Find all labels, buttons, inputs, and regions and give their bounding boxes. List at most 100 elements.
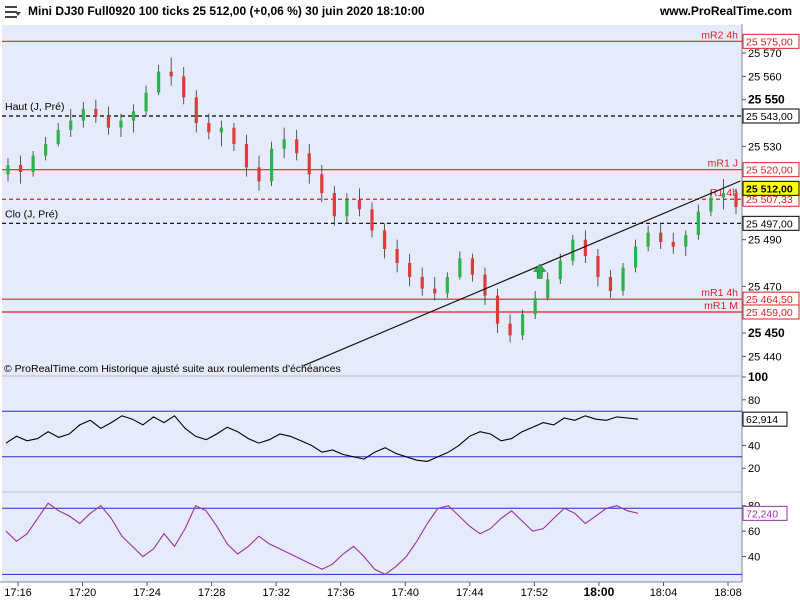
candle-body — [345, 200, 349, 217]
candle-body — [646, 232, 650, 247]
level-value-text: 25 497,00 — [746, 218, 793, 230]
candle-body — [458, 258, 462, 277]
level-value-text: 25 464,50 — [746, 294, 793, 306]
candle-body — [18, 165, 23, 172]
level-value-text: 25 543,00 — [746, 111, 793, 123]
time-tick-label: 18:00 — [584, 585, 615, 599]
oscillator-1-tick-label: 100 — [748, 370, 768, 384]
level-value-text: 25 507,33 — [746, 194, 793, 206]
level-value-tag — [742, 108, 800, 124]
level-label: Clo (J, Pré) — [5, 208, 58, 220]
oscillator-1-line — [5, 415, 639, 462]
oscillator-2-tick-label: 40 — [748, 552, 760, 564]
candle-body — [633, 246, 638, 268]
oscillator-2-line — [5, 502, 639, 576]
candle-body — [182, 76, 186, 98]
candle-body — [508, 323, 512, 336]
time-tick-label: 18:08 — [714, 587, 742, 599]
level-value-tag — [742, 162, 800, 178]
time-tick-label: 17:40 — [392, 587, 420, 599]
candle-body — [596, 256, 600, 277]
candle-body — [483, 274, 487, 296]
candle-body — [6, 165, 10, 175]
candle-body — [533, 298, 537, 315]
level-label: mR1 4h — [701, 287, 738, 299]
time-tick-label: 17:20 — [69, 587, 97, 599]
candle-body — [332, 193, 336, 217]
level-label: mR1 J — [708, 158, 738, 170]
last-price-text: 25 512,00 — [746, 183, 793, 195]
candle-body — [583, 239, 587, 256]
candle-body — [521, 314, 525, 336]
time-tick-label: 18:04 — [650, 587, 678, 599]
candle-body — [269, 148, 274, 182]
candle-body — [420, 277, 424, 289]
time-axis-area — [0, 582, 800, 600]
candle-body — [282, 139, 286, 149]
candle-body — [382, 230, 387, 249]
chart-header-bar: Mini DJ30 Full0920 100 ticks 25 512,00 (… — [0, 0, 800, 24]
time-tick-label: 17:16 — [4, 587, 32, 599]
level-label: mR2 4h — [701, 29, 738, 41]
candle-body — [671, 242, 675, 247]
candle-body — [709, 197, 713, 212]
oscillator-2-tick-label: 60 — [748, 526, 760, 538]
candle-body — [106, 116, 111, 128]
candle-body — [232, 127, 236, 144]
site-link[interactable]: www.ProRealTime.com — [659, 4, 792, 18]
candle-body — [470, 258, 475, 275]
candle-body — [307, 153, 311, 175]
level-label: mR1 M — [704, 300, 738, 312]
chart-title: Mini DJ30 Full0920 100 ticks 25 512,00 (… — [28, 4, 425, 18]
candle-body — [56, 130, 60, 144]
candle-body — [207, 123, 211, 133]
candle-body — [169, 71, 173, 77]
candle-body — [395, 249, 399, 263]
level-value-tag — [742, 304, 800, 320]
candle-body — [495, 295, 500, 324]
oscillator-1-line-value-text: 62,914 — [746, 414, 778, 426]
oscillator-2-panel — [2, 493, 742, 582]
candle-body — [357, 200, 362, 210]
price-tick-label: 25 470 — [748, 281, 782, 293]
menu-dropdown-icon[interactable] — [2, 3, 21, 21]
oscillator-2-line-value-text: 72,240 — [746, 508, 778, 520]
candle-body — [445, 277, 449, 294]
candle-body — [69, 120, 73, 130]
last-price-tag — [742, 180, 800, 196]
time-tick-label: 17:36 — [327, 587, 355, 599]
candle-body — [44, 144, 48, 156]
price-tick-label: 25 560 — [748, 71, 782, 83]
candle-body — [621, 267, 625, 291]
candle-body — [433, 288, 437, 294]
buy-signal-arrow-icon — [533, 263, 547, 279]
price-tick-label: 25 490 — [748, 235, 782, 247]
candle-body — [131, 111, 136, 121]
time-tick-label: 17:44 — [456, 587, 484, 599]
time-tick-label: 17:28 — [198, 587, 226, 599]
candle-body — [734, 193, 738, 207]
price-tick-label: 25 550 — [748, 93, 785, 107]
candle-body — [684, 235, 688, 247]
price-tick-label: 25 530 — [748, 141, 782, 153]
level-value-tag — [742, 215, 800, 231]
level-value-text: 25 520,00 — [746, 165, 793, 177]
time-tick-label: 17:32 — [262, 587, 290, 599]
price-tick-label: 25 450 — [748, 326, 785, 340]
price-tick-label: 25 570 — [748, 48, 782, 60]
candle-body — [320, 174, 324, 193]
candle-body — [408, 263, 412, 277]
candle-body — [571, 239, 575, 261]
oscillator-1-line-value-tag — [742, 411, 788, 427]
oscillator-2-line-value-tag — [742, 505, 788, 521]
candle-body — [608, 277, 613, 291]
candle-body — [144, 92, 148, 112]
candle-body — [119, 120, 123, 128]
candle-body — [659, 232, 663, 242]
candle-body — [94, 109, 98, 116]
candle-body — [696, 211, 700, 235]
candle-body — [244, 144, 249, 168]
time-tick-label: 17:52 — [521, 587, 549, 599]
oscillator-1-panel — [2, 377, 742, 491]
